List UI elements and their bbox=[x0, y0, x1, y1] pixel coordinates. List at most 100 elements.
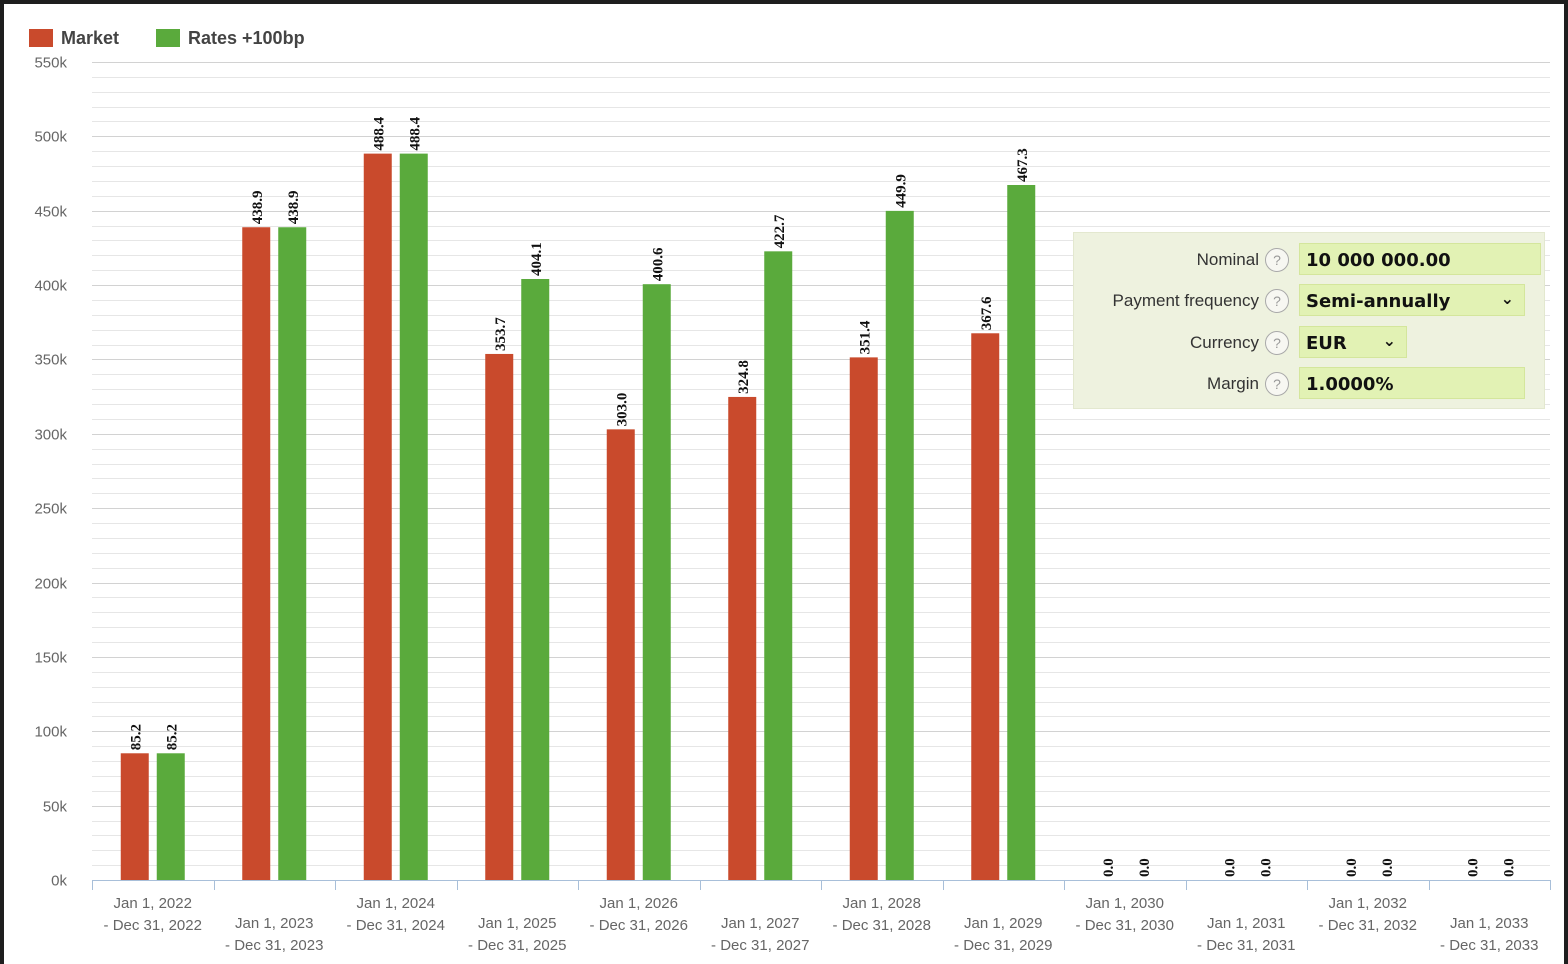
market-legend-swatch[interactable] bbox=[29, 29, 53, 47]
help-icon[interactable]: ? bbox=[1265, 331, 1289, 355]
margin-row: Margin ? 1.0000% bbox=[1074, 367, 1544, 401]
y-tick-label: 550k bbox=[34, 55, 67, 72]
market-bar[interactable] bbox=[485, 353, 514, 880]
x-tick-label: - Dec 31, 2029 bbox=[954, 937, 1052, 954]
market-bar[interactable] bbox=[242, 227, 271, 881]
bars bbox=[120, 153, 1036, 881]
market-bar[interactable] bbox=[728, 396, 757, 880]
rates-bar[interactable] bbox=[399, 153, 428, 881]
x-tick-label: Jan 1, 2029 bbox=[964, 915, 1042, 932]
rates-bar[interactable] bbox=[521, 278, 550, 880]
market-data-label: 0.0 bbox=[1101, 858, 1117, 877]
y-tick-label: 450k bbox=[34, 204, 67, 221]
x-tick-label: Jan 1, 2028 bbox=[843, 895, 921, 912]
y-tick-label: 200k bbox=[34, 576, 67, 593]
market-data-label: 488.4 bbox=[372, 116, 388, 150]
x-tick-label: Jan 1, 2025 bbox=[478, 915, 556, 932]
rates-bar[interactable] bbox=[1007, 184, 1036, 881]
help-icon[interactable]: ? bbox=[1265, 372, 1289, 396]
rates-data-label: 467.3 bbox=[1015, 148, 1031, 182]
rates-data-label: 404.1 bbox=[529, 242, 545, 276]
margin-label: Margin bbox=[1207, 374, 1259, 393]
rates-data-label: 0.0 bbox=[1258, 858, 1274, 877]
x-tick-label: - Dec 31, 2030 bbox=[1076, 917, 1174, 934]
rates-bar[interactable] bbox=[764, 251, 793, 880]
market-data-label: 303.0 bbox=[615, 393, 631, 427]
payment-frequency-label: Payment frequency bbox=[1112, 291, 1259, 310]
market-data-label: 438.9 bbox=[250, 190, 266, 224]
rates-legend-label[interactable]: Rates +100bp bbox=[188, 28, 305, 48]
chart-frame: 0k 50k 100k 150k 200k 250k 300k 350k 400k 450k 500… bbox=[4, 4, 1564, 964]
x-tick-label: - Dec 31, 2026 bbox=[590, 917, 688, 934]
x-tick-label: - Dec 31, 2031 bbox=[1197, 937, 1295, 954]
x-tick-label: - Dec 31, 2027 bbox=[711, 937, 809, 954]
y-tick-label: 400k bbox=[34, 278, 67, 295]
help-icon[interactable]: ? bbox=[1265, 248, 1289, 272]
market-data-label: 0.0 bbox=[1222, 858, 1238, 877]
market-data-label: 0.0 bbox=[1465, 858, 1481, 877]
market-data-label: 0.0 bbox=[1344, 858, 1360, 877]
rates-data-label: 449.9 bbox=[894, 174, 910, 208]
x-tick-label: Jan 1, 2031 bbox=[1207, 915, 1285, 932]
rates-data-label: 0.0 bbox=[1501, 858, 1517, 877]
x-tick-label: - Dec 31, 2023 bbox=[225, 937, 323, 954]
rates-data-label: 85.2 bbox=[165, 724, 181, 750]
y-tick-label: 100k bbox=[34, 724, 67, 741]
chevron-down-icon: ⌄ bbox=[1382, 331, 1396, 350]
rates-legend-swatch[interactable] bbox=[156, 29, 180, 47]
x-tick-label: - Dec 31, 2025 bbox=[468, 937, 566, 954]
y-tick-label: 0k bbox=[51, 873, 67, 890]
currency-select[interactable]: EUR ⌄ bbox=[1299, 326, 1407, 358]
market-legend-label[interactable]: Market bbox=[61, 28, 119, 48]
y-tick-label: 50k bbox=[43, 799, 68, 816]
x-tick-label: - Dec 31, 2032 bbox=[1319, 917, 1417, 934]
market-data-label: 353.7 bbox=[493, 317, 509, 351]
y-tick-label: 300k bbox=[34, 427, 67, 444]
x-tick-label: Jan 1, 2024 bbox=[357, 895, 435, 912]
x-tick-label: Jan 1, 2023 bbox=[235, 915, 313, 932]
nominal-input[interactable]: 10 000 000.00 bbox=[1299, 243, 1541, 275]
market-bar[interactable] bbox=[971, 333, 1000, 880]
market-data-label: 367.6 bbox=[979, 296, 995, 330]
market-bar[interactable] bbox=[363, 153, 392, 881]
nominal-label: Nominal bbox=[1196, 250, 1259, 269]
margin-input[interactable]: 1.0000% bbox=[1299, 367, 1525, 399]
market-bar[interactable] bbox=[849, 357, 878, 880]
rates-data-label: 400.6 bbox=[651, 247, 667, 281]
payment-frequency-select[interactable]: Semi-annually ⌄ bbox=[1299, 284, 1525, 316]
payment-frequency-row: Payment frequency ? Semi-annually ⌄ bbox=[1074, 284, 1544, 318]
x-tick-label: - Dec 31, 2024 bbox=[347, 917, 445, 934]
x-tick-label: Jan 1, 2027 bbox=[721, 915, 799, 932]
x-tick-label: Jan 1, 2033 bbox=[1450, 915, 1528, 932]
x-tick-label: Jan 1, 2022 bbox=[114, 895, 192, 912]
rates-data-label: 0.0 bbox=[1137, 858, 1153, 877]
x-tick-label: - Dec 31, 2022 bbox=[104, 917, 202, 934]
help-icon[interactable]: ? bbox=[1265, 289, 1289, 313]
market-bar[interactable] bbox=[120, 753, 149, 880]
nominal-row: Nominal ? 10 000 000.00 bbox=[1074, 243, 1544, 277]
x-tick-label: - Dec 31, 2028 bbox=[833, 917, 931, 934]
rates-bar[interactable] bbox=[156, 753, 185, 880]
rates-data-label: 0.0 bbox=[1380, 858, 1396, 877]
rates-bar[interactable] bbox=[885, 210, 914, 881]
rates-data-label: 488.4 bbox=[408, 116, 424, 150]
nominal-value: 10 000 000.00 bbox=[1306, 250, 1451, 271]
market-data-label: 351.4 bbox=[858, 320, 874, 354]
x-tick-label: Jan 1, 2026 bbox=[600, 895, 678, 912]
x-tick-label: Jan 1, 2032 bbox=[1329, 895, 1407, 912]
bar-chart: 0k 50k 100k 150k 200k 250k 300k 350k 400k 450k 500… bbox=[29, 28, 1551, 954]
settings-panel: Nominal ? 10 000 000.00 Payment frequenc… bbox=[1073, 232, 1545, 409]
x-tick-label: - Dec 31, 2033 bbox=[1440, 937, 1538, 954]
rates-data-label: 422.7 bbox=[772, 214, 788, 248]
chevron-down-icon: ⌄ bbox=[1500, 289, 1514, 308]
axes: 0k 50k 100k 150k 200k 250k 300k 350k 400k 450k 500… bbox=[34, 55, 1551, 954]
legend[interactable]: Market Rates +100bp bbox=[29, 28, 305, 48]
grid bbox=[92, 62, 1550, 881]
currency-label: Currency bbox=[1190, 333, 1259, 352]
rates-bar[interactable] bbox=[278, 227, 307, 881]
y-tick-label: 350k bbox=[34, 352, 67, 369]
market-bar[interactable] bbox=[606, 429, 635, 880]
rates-bar[interactable] bbox=[642, 284, 671, 880]
payment-frequency-value: Semi-annually bbox=[1306, 291, 1451, 312]
x-tick-label: Jan 1, 2030 bbox=[1086, 895, 1164, 912]
